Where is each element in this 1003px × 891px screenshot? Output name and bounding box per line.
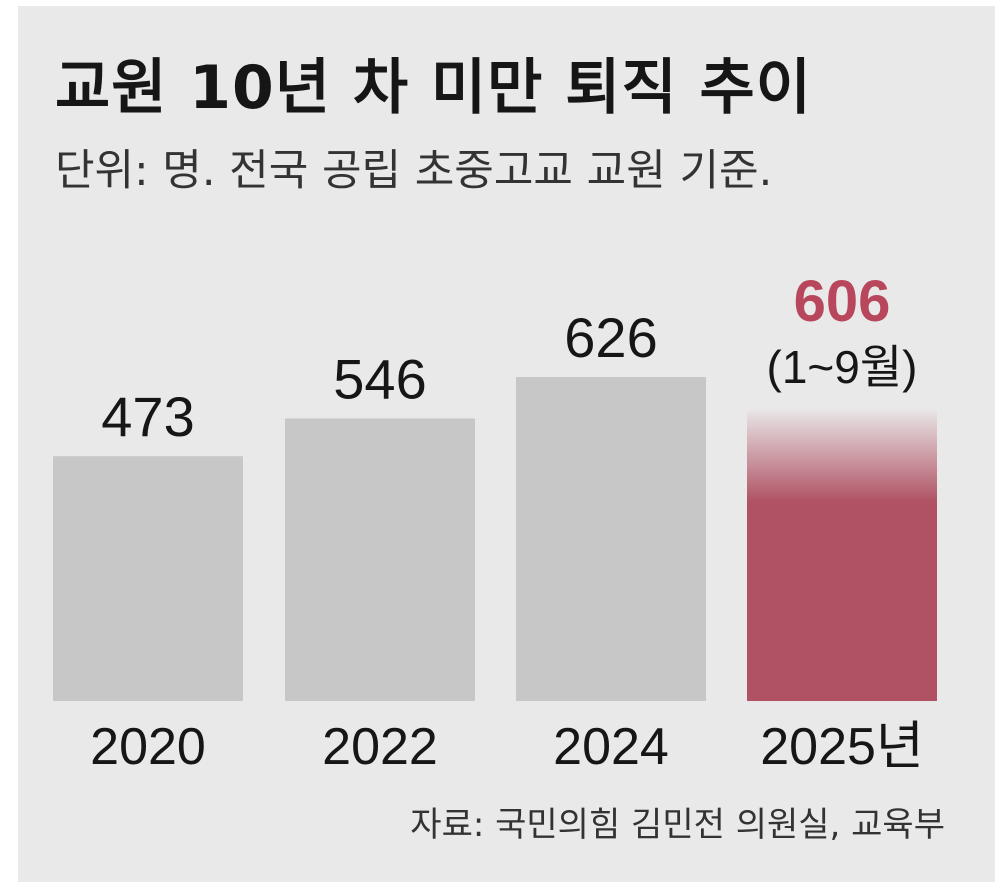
annotation-label-3: (1~9월) — [767, 341, 918, 393]
bar-3 — [747, 408, 937, 701]
category-label-2: 2024 — [553, 718, 669, 776]
bar-0 — [53, 456, 243, 701]
category-label-0: 2020 — [90, 718, 206, 776]
value-label-1: 546 — [333, 347, 426, 410]
source-note: 자료: 국민의힘 김민전 의원실, 교육부 — [410, 805, 945, 845]
value-label-0: 473 — [101, 385, 194, 448]
bar-1 — [285, 418, 475, 701]
category-label-1: 2022 — [322, 718, 438, 776]
category-label-3: 2025년 — [760, 718, 924, 776]
chart-subtitle: 단위: 명. 전국 공립 초중고교 교원 기준. — [55, 146, 773, 196]
chart-title: 교원 10년 차 미만 퇴직 추이 — [55, 53, 812, 123]
bar-2 — [516, 377, 706, 701]
value-label-3: 606 — [794, 269, 891, 334]
value-label-2: 626 — [564, 306, 657, 369]
